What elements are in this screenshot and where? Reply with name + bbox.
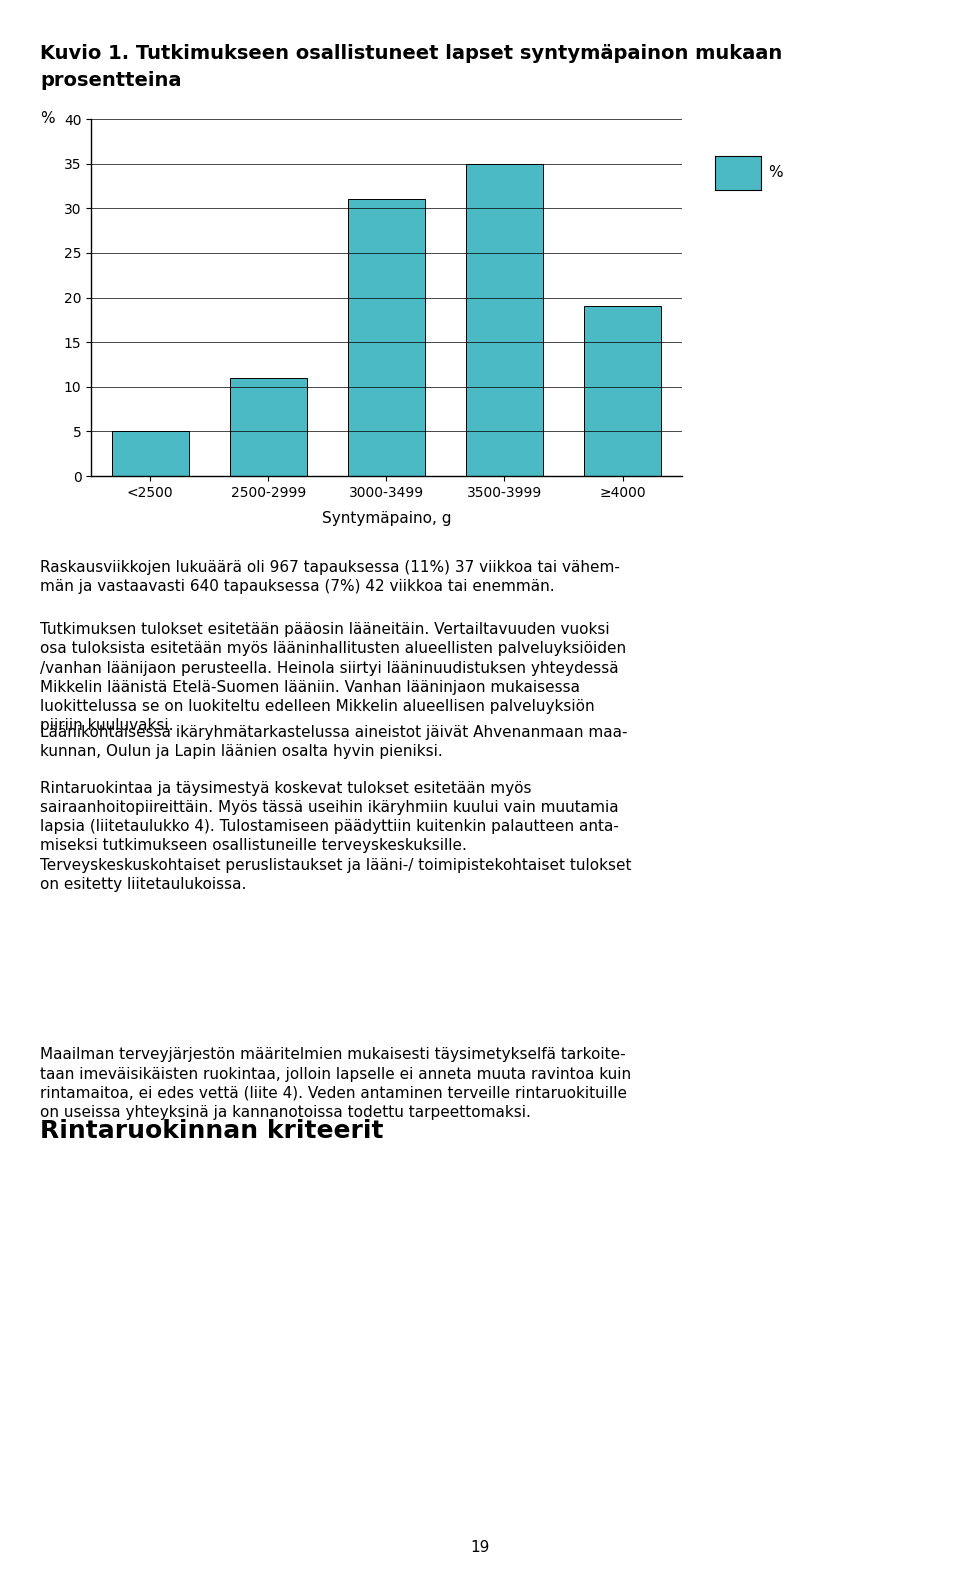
Text: Läänikohtaisessa ikäryhmätarkastelussa aineistot jäivät Ahvenanmaan maa-
kunnan,: Läänikohtaisessa ikäryhmätarkastelussa a…: [40, 725, 628, 760]
Text: Rintaruokinnan kriteerit: Rintaruokinnan kriteerit: [40, 1119, 384, 1143]
Bar: [348, 200, 424, 476]
Text: %: %: [40, 111, 55, 125]
Text: Tutkimuksen tulokset esitetään pääosin lääneitäin. Vertailtavuuden vuoksi
osa tu: Tutkimuksen tulokset esitetään pääosin l…: [40, 622, 627, 733]
Text: Kuvio 1. Tutkimukseen osallistuneet lapset syntymäpainon mukaan: Kuvio 1. Tutkimukseen osallistuneet laps…: [40, 44, 782, 63]
Text: %: %: [768, 165, 782, 181]
Text: Maailman terveyjärjestön määritelmien mukaisesti täysimetykselfä tarkoite-
taan : Maailman terveyjärjestön määritelmien mu…: [40, 1047, 632, 1120]
Bar: [230, 378, 306, 476]
Bar: [467, 163, 542, 476]
Text: Raskausviikkojen lukuäärä oli 967 tapauksessa (11%) 37 viikkoa tai vähem-
män ja: Raskausviikkojen lukuäärä oli 967 tapauk…: [40, 560, 620, 595]
Bar: [112, 432, 188, 476]
Bar: [585, 306, 660, 476]
Text: Rintaruokintaa ja täysimestyä koskevat tulokset esitetään myös
sairaanhoitopiire: Rintaruokintaa ja täysimestyä koskevat t…: [40, 781, 632, 892]
Text: prosentteina: prosentteina: [40, 71, 181, 90]
Text: 19: 19: [470, 1541, 490, 1555]
X-axis label: Syntymäpaino, g: Syntymäpaino, g: [322, 511, 451, 525]
